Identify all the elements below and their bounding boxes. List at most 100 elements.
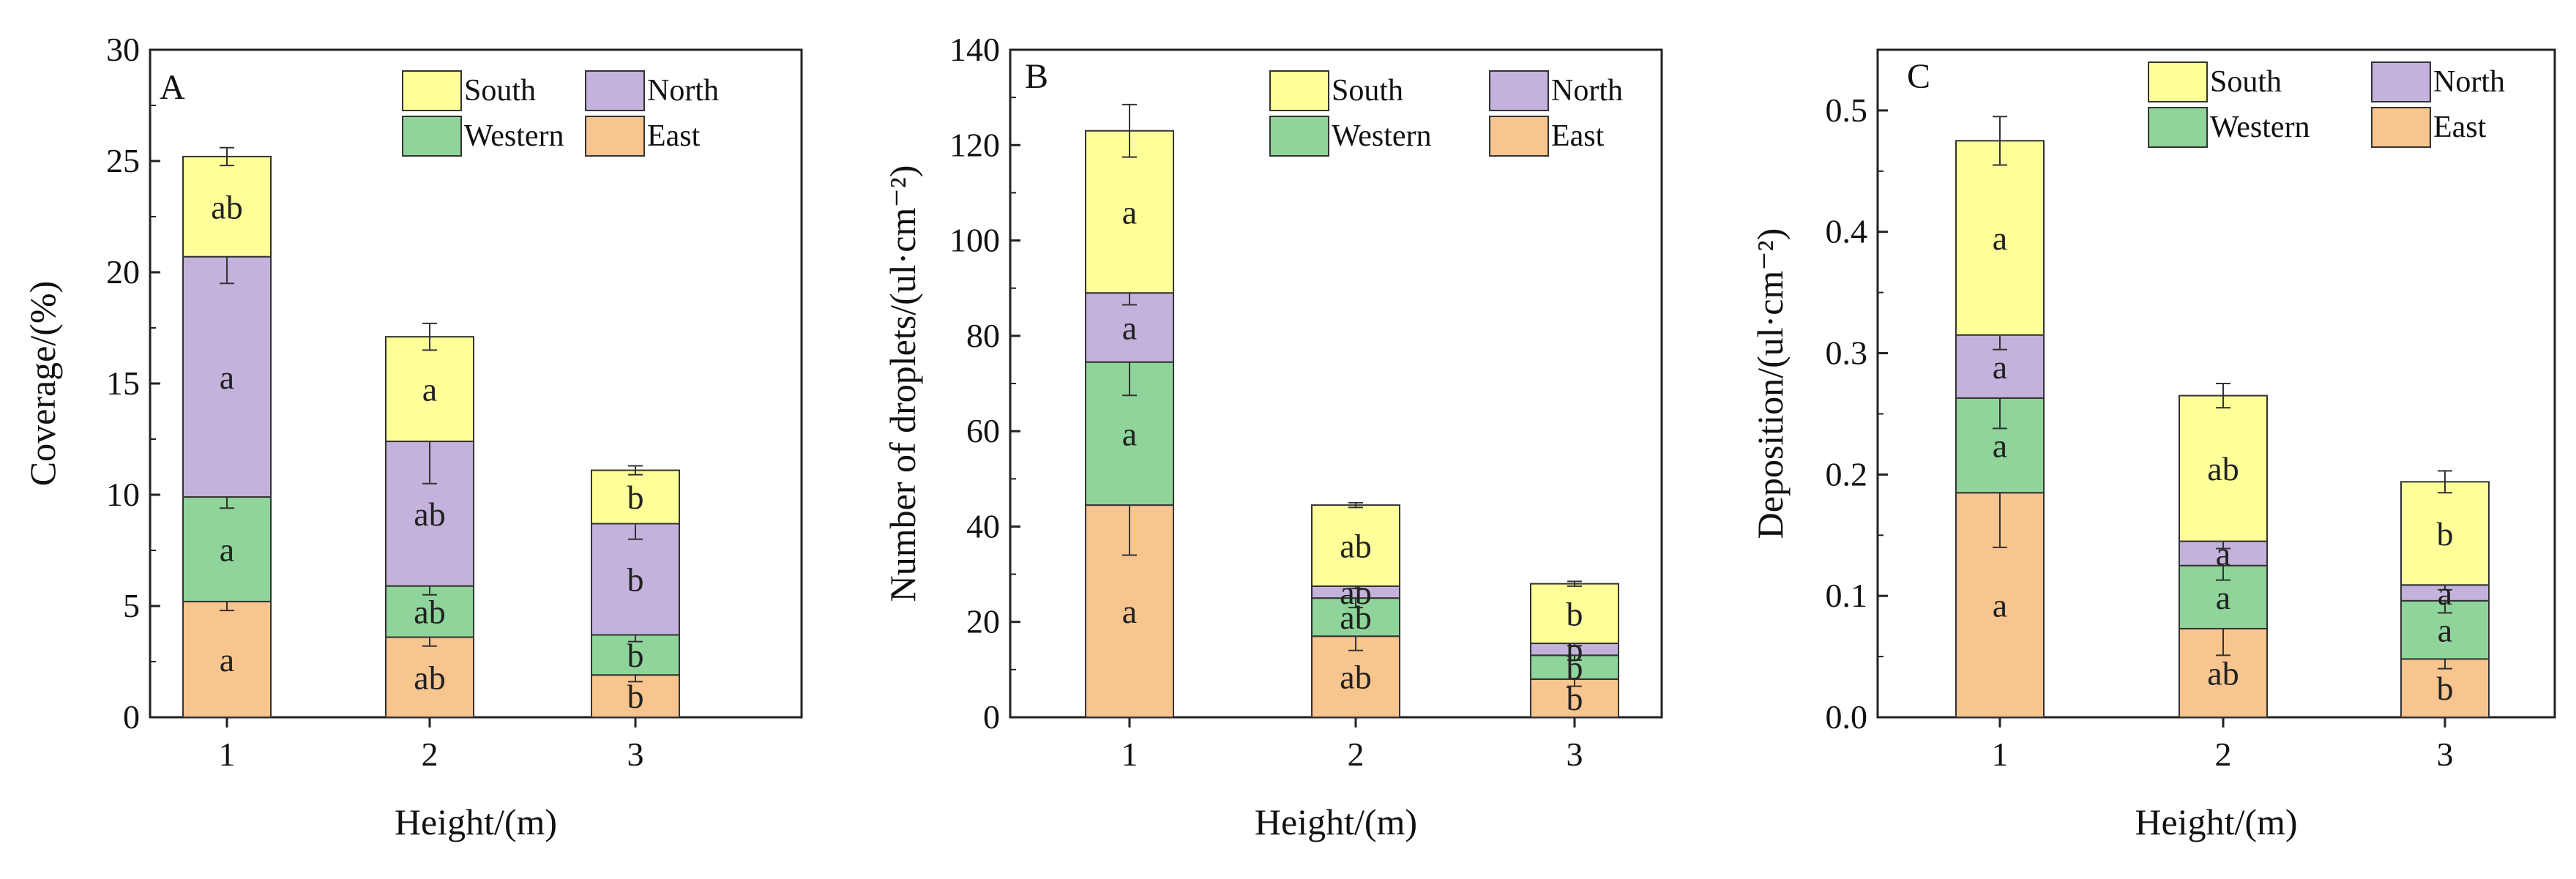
x-tick-label: 1 [1121,736,1138,773]
bar-south-c-1 [1955,140,2045,336]
x-tick-label: 1 [1992,736,2009,773]
y-tick-label: 0 [983,698,1000,736]
legend-label-north-b: North [1551,74,1623,108]
legend-swatch-south-b [1269,70,1329,111]
y-tick-label: 80 [966,317,1000,354]
legend-swatch-east-a [585,116,645,157]
y-tick-label: 20 [966,603,1000,640]
sig-letter-western-b-2: ab [1340,599,1371,636]
sig-letter-east-b-3: b [1567,680,1583,717]
x-axis-title-c: Height/(m) [2135,801,2297,842]
legend-label-western-c: Western [2210,111,2310,144]
bar-south-c-3 [2400,481,2490,586]
x-tick-label: 3 [1567,736,1583,773]
legend-label-east-b: East [1551,119,1605,153]
y-tick-label: 25 [106,142,140,179]
sig-letter-north-c-2: a [2216,535,2230,572]
sig-letter-western-b-3: b [1567,649,1583,687]
x-axis-title-b: Height/(m) [1255,801,1417,842]
x-tick-label: 2 [1348,736,1364,773]
panel-letter-c: C [1907,57,1930,96]
legend-swatch-south-c [2148,61,2208,102]
y-tick-label: 140 [949,31,1000,68]
sig-letter-south-b-2: ab [1340,527,1371,564]
legend-label-western-b: Western [1332,119,1432,153]
sig-letter-east-c-3: b [2437,670,2454,707]
sig-letter-east-b-2: ab [1340,659,1371,696]
x-axis-title-a: Height/(m) [395,801,557,842]
legend-swatch-south-a [402,70,462,111]
legend-label-western-a: Western [464,119,564,153]
y-tick-label: 30 [106,31,140,68]
sig-letter-south-c-3: b [2437,515,2454,553]
sig-letter-east-a-2: ab [414,659,445,696]
y-tick-label: 60 [966,412,1000,449]
y-axis-title-c: Deposition/(ul·cm⁻²) [1750,228,1791,539]
sig-letter-western-a-2: ab [414,594,445,631]
sig-letter-north-a-3: b [627,561,644,599]
y-tick-label: 120 [949,126,1000,163]
sig-letter-east-a-3: b [627,678,644,715]
bar-south-b-2 [1311,504,1400,587]
sig-letter-south-b-1: a [1122,193,1137,231]
y-tick-label: 40 [966,507,1000,545]
y-tick-label: 0.0 [1826,698,1868,736]
legend-label-north-c: North [2433,65,2505,99]
legend-swatch-north-a [585,70,645,111]
sig-letter-south-b-3: b [1567,595,1583,632]
bar-east-a-2 [385,636,474,718]
sig-letter-north-b-1: a [1122,309,1137,346]
legend-swatch-east-b [1489,116,1549,157]
sig-letter-western-c-2: a [2216,579,2230,616]
sig-letter-south-c-2: ab [2207,450,2239,487]
y-tick-label: 10 [106,476,140,513]
sig-letter-south-a-1: ab [211,188,242,225]
legend-swatch-north-b [1489,70,1549,111]
y-tick-label: 15 [106,364,140,402]
panel-letter-b: B [1025,57,1048,96]
legend-swatch-western-b [1269,116,1329,157]
y-tick-label: 0.2 [1826,455,1868,493]
legend-swatch-western-a [402,116,462,157]
sig-letter-south-a-2: a [422,371,437,408]
bar-south-a-1 [182,155,272,258]
legend-label-east-a: East [647,119,701,153]
x-tick-label: 3 [2437,736,2454,773]
bar-south-b-3 [1530,583,1619,645]
y-tick-label: 0.5 [1826,91,1868,129]
x-tick-label: 3 [627,736,644,773]
sig-letter-western-c-3: a [2438,612,2452,649]
y-tick-label: 20 [106,253,140,291]
sig-letter-east-b-1: a [1122,593,1137,630]
bar-south-a-2 [385,336,474,443]
y-tick-label: 100 [949,222,1000,259]
bar-east-a-1 [182,600,272,718]
y-tick-label: 0.3 [1826,334,1868,372]
sig-letter-south-a-3: b [627,479,644,516]
x-tick-label: 2 [422,736,438,773]
sig-letter-western-a-3: b [627,637,644,674]
bar-south-a-3 [591,469,680,525]
sig-letter-north-c-1: a [1993,348,2007,386]
y-tick-label: 0.1 [1826,577,1868,614]
x-tick-label: 1 [219,736,236,773]
legend-swatch-north-c [2371,61,2431,102]
sig-letter-western-c-1: a [1993,427,2007,465]
bar-south-b-1 [1085,130,1174,294]
y-axis-title-b: Number of droplets/(ul·cm⁻²) [882,165,923,602]
legend-label-south-b: South [1332,74,1403,108]
x-tick-label: 2 [2215,736,2232,773]
legend-label-north-a: North [647,74,719,108]
sig-letter-north-a-1: a [220,359,234,396]
legend-swatch-east-c [2371,107,2431,148]
legend-label-south-a: South [464,74,536,108]
sig-letter-south-c-1: a [1993,220,2007,257]
legend-label-south-c: South [2210,65,2282,99]
sig-letter-east-c-1: a [1993,587,2007,624]
legend-label-east-c: East [2433,111,2487,144]
y-tick-label: 5 [123,587,140,624]
panel-letter-a: A [160,68,185,107]
sig-letter-east-c-2: ab [2207,654,2239,692]
sig-letter-east-a-1: a [220,641,234,678]
